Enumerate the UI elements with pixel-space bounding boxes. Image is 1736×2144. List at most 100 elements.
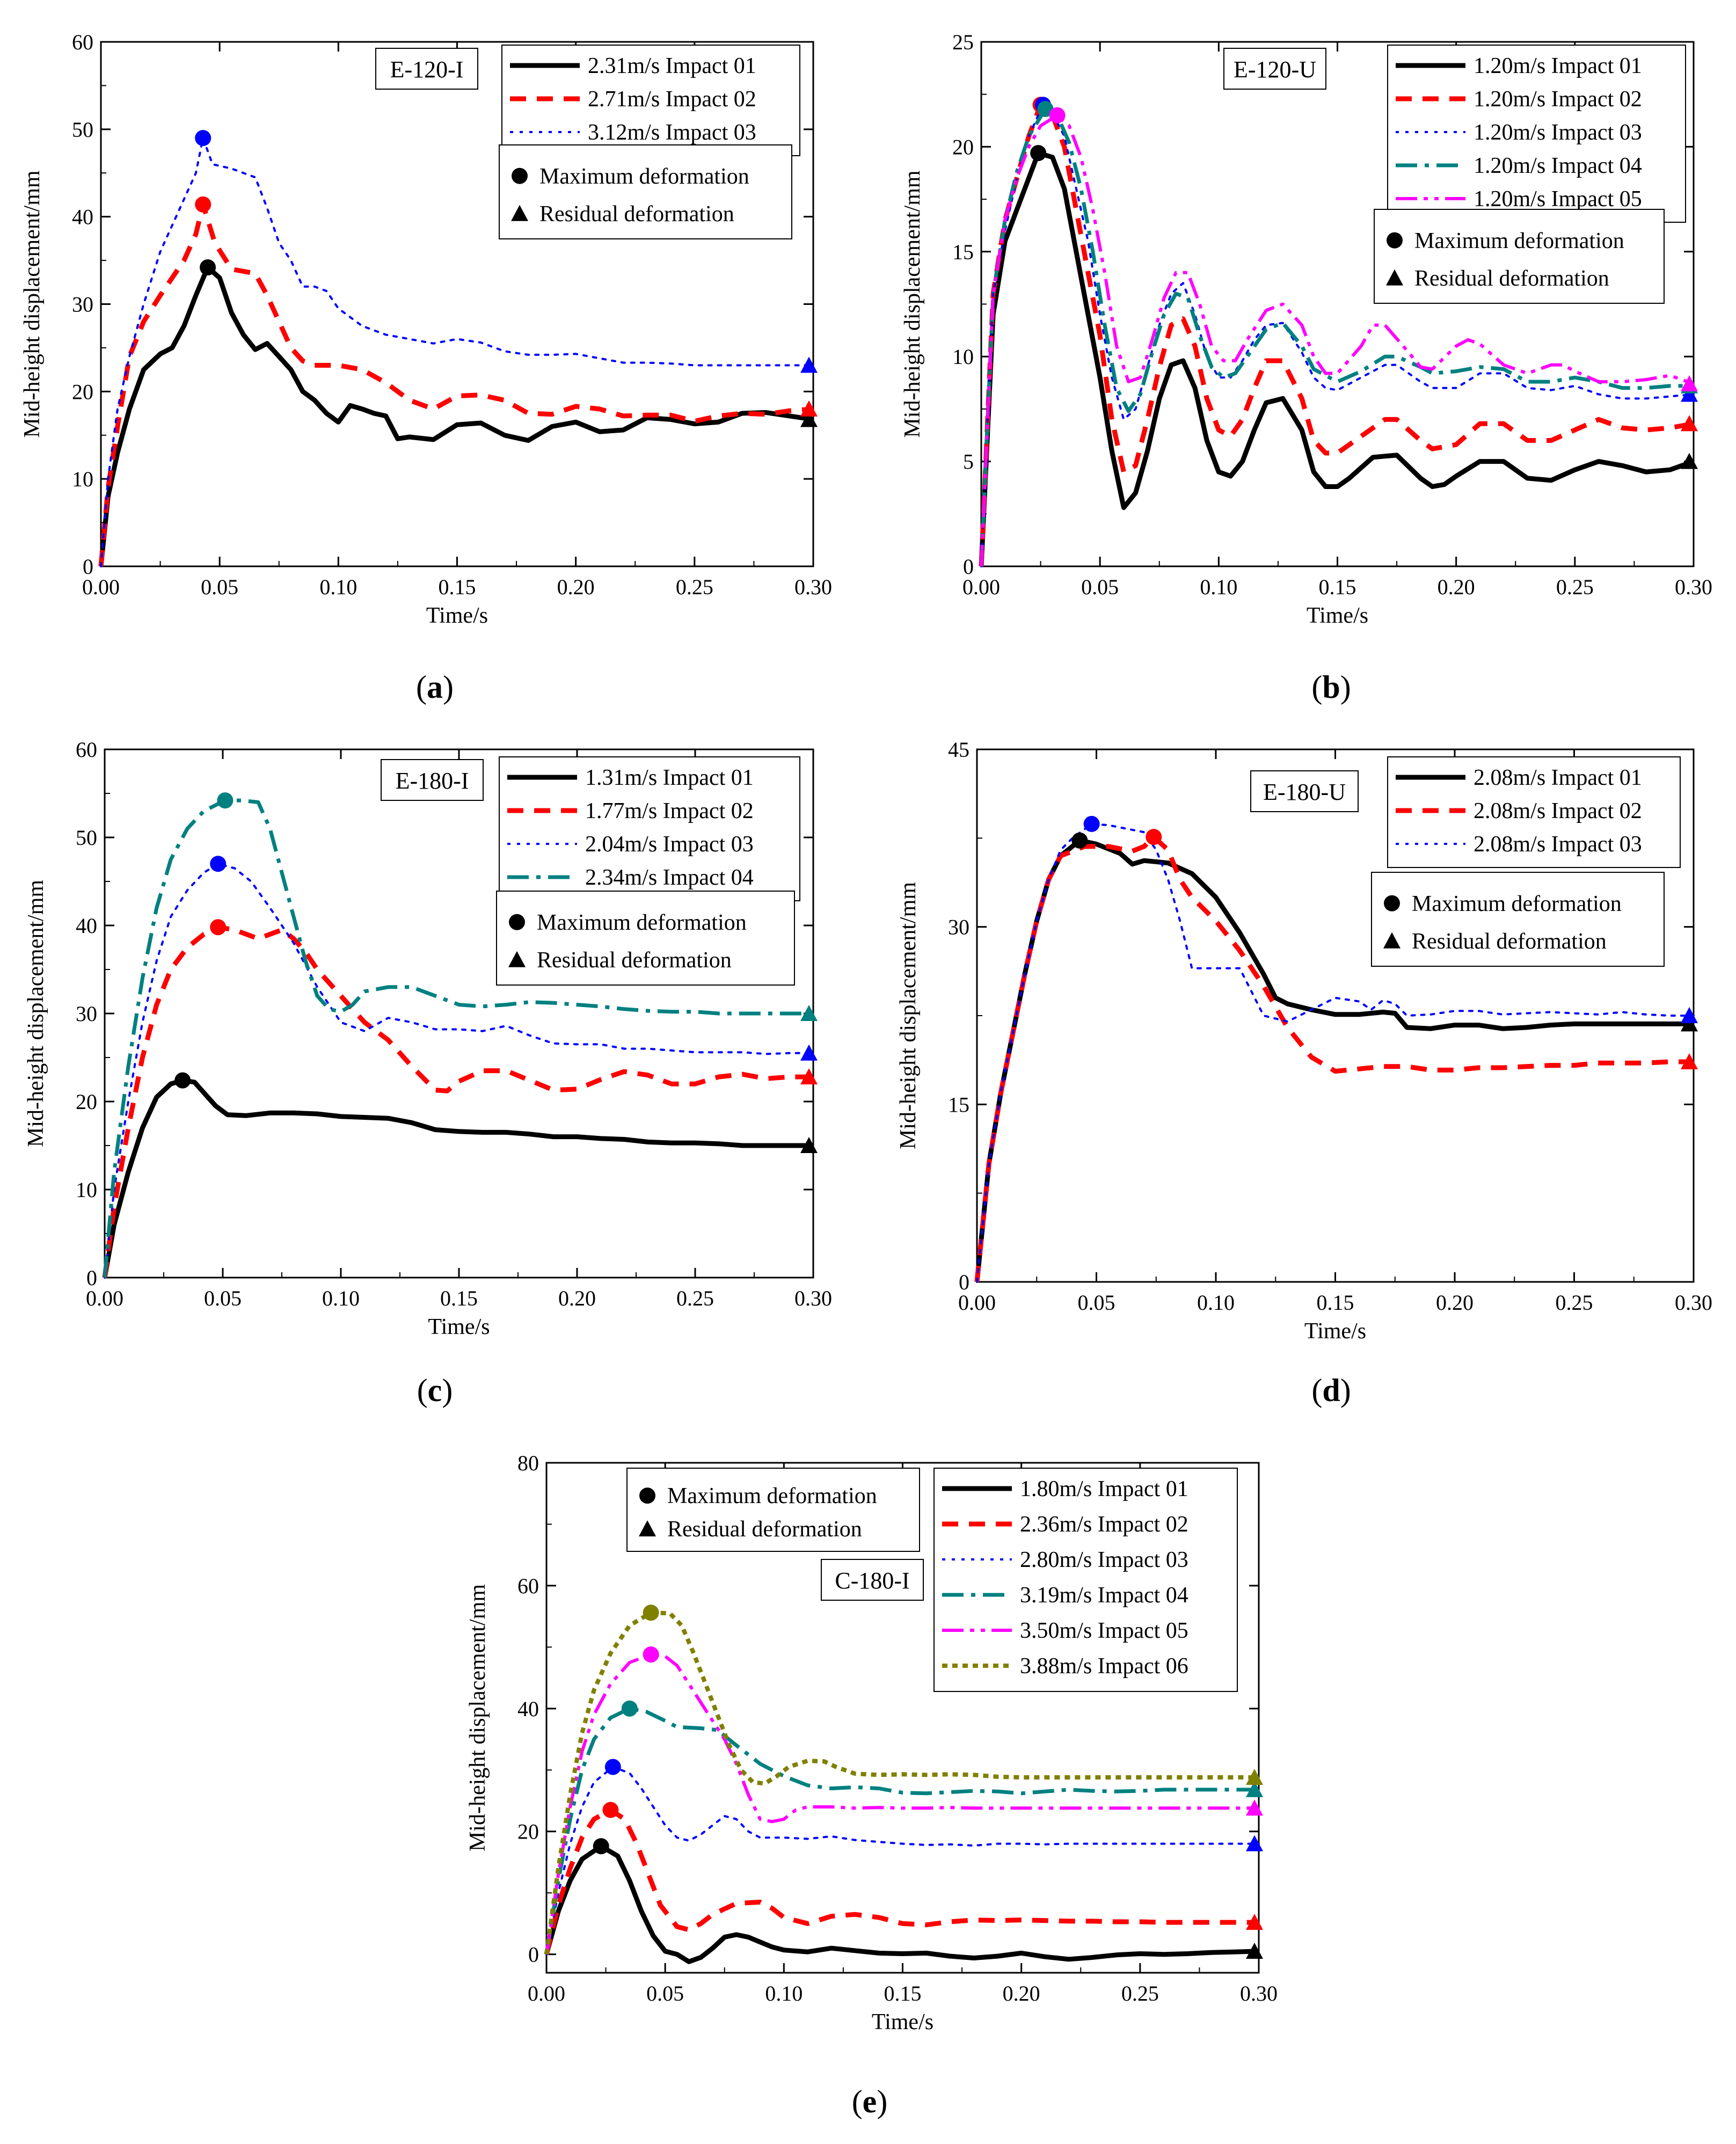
legend-label-3: 1.20m/s Impact 03 [1474, 120, 1642, 145]
y-tick-label: 50 [72, 118, 93, 142]
y-tick-label: 0 [963, 555, 974, 579]
y-tick-label: 60 [72, 30, 93, 54]
x-tick-label: 0.30 [1675, 1290, 1712, 1315]
x-tick-label: 0.00 [528, 1981, 565, 2006]
y-tick-label: 20 [76, 1090, 97, 1114]
max-deformation-marker [217, 792, 234, 809]
legend-label-2: 2.36m/s Impact 02 [1020, 1512, 1188, 1537]
x-tick-label: 0.20 [558, 1286, 596, 1310]
max-deformation-marker [621, 1700, 638, 1717]
x-tick-label: 0.00 [962, 575, 1000, 599]
y-tick-label: 30 [72, 293, 93, 317]
x-tick-label: 0.15 [1317, 1290, 1354, 1315]
legend-circle-icon [1384, 895, 1400, 911]
y-tick-label: 30 [76, 1002, 97, 1026]
x-tick-label: 0.10 [1197, 1290, 1235, 1315]
y-tick-label: 50 [76, 826, 97, 850]
caption-open: ( [852, 2084, 863, 2119]
y-tick-label: 20 [72, 380, 93, 404]
series-line-5 [545, 1653, 1259, 1955]
legend-triangle-icon [508, 951, 526, 967]
x-tick-label: 0.30 [1240, 1981, 1278, 2006]
legend-triangle-icon [1383, 932, 1401, 949]
legend-res-label: Residual deformation [537, 948, 732, 973]
residual-deformation-marker [1246, 1769, 1263, 1785]
x-tick-label: 0.05 [1078, 1290, 1115, 1315]
residual-deformation-marker [800, 400, 818, 417]
legend-res-label: Residual deformation [1412, 929, 1607, 954]
caption-close: ) [877, 2084, 887, 2119]
x-axis-label: Time/s [1307, 603, 1368, 628]
residual-deformation-marker [1246, 1799, 1263, 1816]
residual-deformation-marker [1681, 1053, 1698, 1069]
caption-letter: a [427, 669, 443, 705]
legend-res-label: Residual deformation [667, 1517, 862, 1542]
y-axis-label: Mid-height displacement/mm [20, 170, 45, 437]
x-tick-label: 0.10 [1200, 575, 1237, 599]
legend-label-2: 2.08m/s Impact 02 [1474, 799, 1642, 823]
marker-legend-box [1374, 209, 1665, 304]
legend-label-5: 1.20m/s Impact 05 [1474, 187, 1642, 212]
residual-deformation-marker [800, 1005, 818, 1021]
chart-panel-c: 0.00 0.05 0.10 0.15 0.20 0.25 0.30 0 10 20 30 40 50 6… [24, 738, 832, 1408]
chart-panel-a: 0.00 0.05 0.10 0.15 0.20 0.25 0.30 0 10 20 30 40 50 6… [20, 30, 832, 705]
x-tick-label: 0.25 [1556, 575, 1594, 599]
specimen-tag: C-180-I [835, 1567, 909, 1594]
caption-close: ) [1340, 1373, 1351, 1408]
series-line-3 [100, 137, 814, 567]
x-tick-label: 0.15 [884, 1981, 922, 2006]
legend-res-label: Residual deformation [1414, 266, 1609, 291]
y-axis-label: Mid-height displacement/mm [896, 882, 921, 1149]
x-tick-label: 0.15 [440, 1286, 478, 1310]
max-deformation-marker [210, 856, 227, 872]
x-tick-label: 0.30 [1675, 575, 1712, 599]
specimen-tag: E-180-I [396, 768, 469, 794]
max-deformation-marker [1049, 107, 1066, 123]
caption-letter: d [1322, 1373, 1340, 1408]
legend-max-label: Maximum deformation [539, 164, 749, 189]
residual-deformation-marker [1246, 1781, 1263, 1797]
y-tick-label: 30 [948, 915, 969, 939]
x-tick-label: 0.20 [1003, 1981, 1040, 2006]
legend-label-3: 2.80m/s Impact 03 [1020, 1548, 1188, 1572]
x-tick-label: 0.30 [794, 575, 832, 599]
residual-deformation-marker [1681, 453, 1698, 469]
series-line-5 [980, 113, 1694, 567]
x-tick-label: 0.00 [86, 1286, 123, 1310]
x-axis-label: Time/s [426, 603, 488, 628]
y-tick-label: 40 [76, 914, 97, 938]
specimen-tag-box [821, 1559, 924, 1601]
x-axis-label: Time/s [428, 1315, 490, 1339]
x-tick-label: 0.05 [1081, 575, 1119, 599]
legend-circle-icon [639, 1487, 655, 1504]
x-tick-label: 0.25 [676, 575, 713, 599]
x-tick-label: 0.05 [204, 1286, 242, 1310]
legend-triangle-icon [511, 205, 528, 221]
max-deformation-marker [593, 1838, 609, 1855]
series-line-4 [103, 798, 813, 1278]
max-deformation-marker [1030, 145, 1047, 162]
panel-caption: (c) [417, 1373, 453, 1408]
residual-deformation-marker [1681, 1015, 1698, 1032]
y-tick-label: 80 [517, 1451, 539, 1475]
specimen-tag: E-180-U [1263, 779, 1346, 805]
residual-deformation-marker [1246, 1835, 1263, 1851]
residual-deformation-marker [800, 411, 818, 427]
legend-triangle-icon [1386, 269, 1403, 286]
legend-label-2: 2.71m/s Impact 02 [588, 87, 756, 112]
y-tick-label: 5 [963, 450, 974, 474]
x-tick-label: 0.25 [1556, 1290, 1593, 1315]
series-legend-box [933, 1468, 1238, 1692]
marker-legend-box [1371, 872, 1665, 967]
y-tick-label: 45 [948, 738, 969, 762]
x-tick-label: 0.10 [319, 575, 357, 599]
series-line-2 [98, 202, 814, 567]
max-deformation-marker [174, 1072, 191, 1089]
residual-deformation-marker [800, 356, 818, 373]
x-axis-label: Time/s [1304, 1319, 1366, 1344]
max-deformation-marker [195, 130, 211, 147]
legend-label-1: 1.31m/s Impact 01 [585, 765, 754, 790]
y-tick-label: 40 [517, 1697, 539, 1721]
legend-label-2: 1.77m/s Impact 02 [585, 799, 754, 823]
series-legend-box [1387, 45, 1686, 223]
